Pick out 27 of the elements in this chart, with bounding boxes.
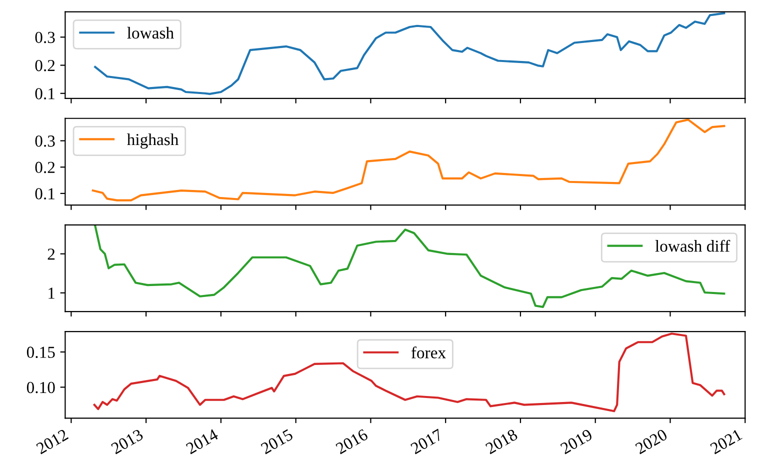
x-tick-label: 2016 — [335, 428, 369, 454]
line-series — [93, 332, 726, 412]
x-tick-label: 2012 — [36, 428, 69, 454]
y-tick-label: 0.3 — [35, 135, 55, 147]
legend-label: lowash — [127, 26, 174, 39]
x-tick-label: 2020 — [634, 428, 668, 454]
y-tick-label: 0.15 — [26, 346, 55, 358]
y-tick-label: 0.2 — [35, 162, 55, 174]
y-tick-label: 0.3 — [35, 32, 55, 44]
x-tick-label: 2018 — [484, 428, 518, 454]
y-tick-label: 0.10 — [26, 382, 55, 394]
line-series — [94, 12, 726, 95]
x-tick-label: 2014 — [185, 428, 220, 454]
x-tick-label: 2017 — [410, 428, 444, 454]
y-tick-label: 1 — [48, 288, 54, 299]
x-tick-label: 2021 — [710, 428, 743, 454]
y-tick-label: 0.1 — [35, 188, 54, 200]
y-tick-label: 0.1 — [35, 88, 54, 100]
x-tick-label: 2013 — [110, 428, 144, 454]
legend-label: lowash diff — [655, 240, 730, 252]
line-series — [92, 118, 726, 202]
y-tick-label: 2 — [48, 248, 55, 260]
x-tick-label: 2015 — [260, 428, 294, 454]
y-tick-label: 0.2 — [35, 60, 55, 72]
legend-label: forex — [411, 346, 446, 358]
legend-label: highash — [127, 133, 178, 149]
x-tick-label: 2019 — [560, 428, 594, 454]
